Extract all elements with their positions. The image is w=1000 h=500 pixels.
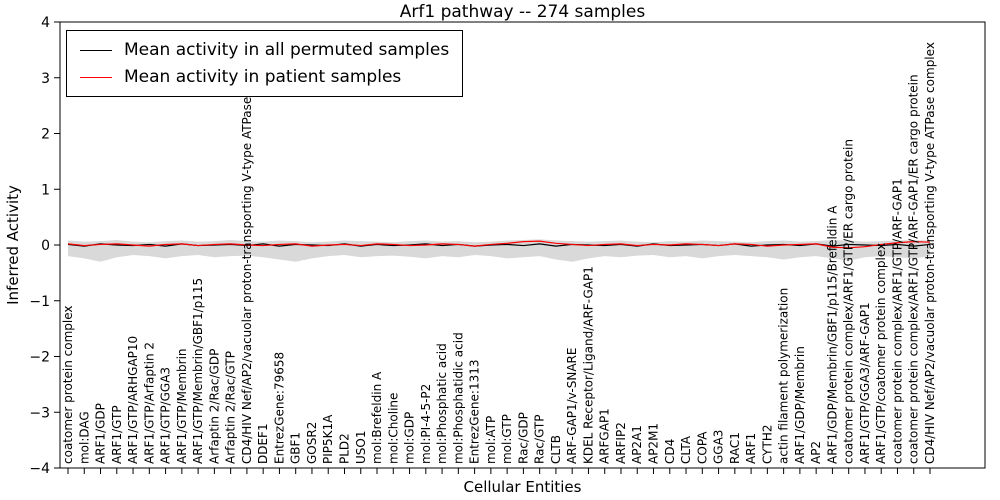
y-tick-label: 1 bbox=[41, 182, 50, 198]
y-tick-label: −3 bbox=[29, 405, 50, 421]
x-tick-label: ARF1/GTP/Membrin/GBF1/p115 bbox=[191, 278, 205, 464]
x-tick-label: CD4/HIV Nef/AP2/vacuolar proton-transpor… bbox=[240, 42, 254, 464]
x-tick-label: ARF1/GDP/Membrin/GBF1/p115/Brefeldin A bbox=[825, 205, 839, 464]
x-tick-label: mol:Brefeldin A bbox=[370, 371, 384, 464]
x-tick-label: ARF1/GTP/GGA3/ARF-GAP1 bbox=[858, 302, 872, 464]
x-tick-label: ARF1 bbox=[744, 433, 758, 464]
x-tick-label: AP2M1 bbox=[647, 423, 661, 464]
y-tick-label: 3 bbox=[41, 71, 50, 87]
confidence-band bbox=[68, 239, 930, 262]
x-tick-label: mol:GTP bbox=[500, 414, 514, 464]
x-tick-label: ARFGAP1 bbox=[598, 408, 612, 464]
x-tick-label: USO1 bbox=[354, 431, 368, 464]
x-tick-label: ARF1/GTP/GGA3 bbox=[159, 367, 173, 464]
x-tick-label: CLTB bbox=[549, 435, 563, 464]
x-tick-label: CYTH2 bbox=[760, 425, 774, 465]
y-tick-label: 0 bbox=[41, 238, 50, 254]
x-tick-label: mol:GDP bbox=[403, 412, 417, 464]
x-tick-label: CD4 bbox=[663, 439, 677, 464]
x-tick-label: Rac/GDP bbox=[516, 412, 530, 464]
x-tick-label: mol:Phosphatidic acid bbox=[451, 332, 465, 464]
x-tick-label: Rac/GTP bbox=[533, 414, 547, 464]
legend-entry-patient: Mean activity in patient samples bbox=[80, 67, 449, 87]
x-tick-label: CLTA bbox=[679, 435, 693, 464]
y-axis-label: Inferred Activity bbox=[4, 185, 22, 305]
x-tick-label: mol:PI-4-5-P2 bbox=[419, 384, 433, 464]
x-tick-label: PIP5K1A bbox=[321, 414, 335, 464]
patient-mean-line bbox=[67, 240, 931, 249]
legend: Mean activity in all permuted samples Me… bbox=[66, 30, 464, 97]
x-tick-label: coatomer protein complex/ARF1/GTP/ARF-GA… bbox=[890, 178, 904, 464]
x-tick-label: mol:Phosphatic acid bbox=[435, 343, 449, 464]
x-tick-label: ARF1/GTP/Membrin bbox=[175, 348, 189, 464]
x-tick-label: ARF1/GDP bbox=[94, 403, 108, 464]
y-tick-label: −4 bbox=[29, 461, 50, 477]
legend-entry-permuted: Mean activity in all permuted samples bbox=[80, 40, 449, 60]
y-tick-label: −1 bbox=[29, 294, 50, 310]
x-tick-label: Arfaptin 2/Rac/GDP bbox=[207, 349, 221, 464]
x-tick-label: PLD2 bbox=[337, 433, 351, 464]
x-tick-label: Arfaptin 2/Rac/GTP bbox=[224, 351, 238, 464]
x-tick-label: GGA3 bbox=[712, 430, 726, 464]
x-tick-label: ARF1/GTP/coatomer protein complex bbox=[874, 243, 888, 464]
x-tick-label: RAC1 bbox=[728, 432, 742, 464]
x-tick-label: ARFIP2 bbox=[614, 422, 628, 464]
chart-title: Arf1 pathway -- 274 samples bbox=[399, 2, 646, 22]
x-tick-label: actin filament polymerization bbox=[777, 288, 791, 464]
x-tick-label: ARF1/GTP/Arfaptin 2 bbox=[142, 342, 156, 464]
x-tick-label: CD4/HIV Nef/AP2/vacuolar proton-transpor… bbox=[923, 42, 937, 464]
x-tick-label: ARF1/GTP/ARHGAP10 bbox=[126, 336, 140, 464]
x-tick-label: GBF1 bbox=[289, 432, 303, 464]
y-tick-label: −2 bbox=[29, 350, 50, 366]
x-tick-label: mol:DAG bbox=[77, 411, 91, 464]
x-tick-label: coatomer protein complex bbox=[61, 306, 75, 464]
legend-label-permuted: Mean activity in all permuted samples bbox=[124, 40, 450, 60]
x-tick-label: KDEL Receptor/Ligand/ARF-GAP1 bbox=[581, 266, 595, 464]
y-tick-label: 2 bbox=[41, 127, 50, 143]
x-tick-label: EntrezGene:79658 bbox=[272, 352, 286, 464]
x-tick-label: mol:Choline bbox=[386, 393, 400, 464]
x-tick-label: COPA bbox=[695, 431, 709, 464]
x-tick-label: coatomer protein complex/ARF1/GTP/ER car… bbox=[842, 139, 856, 464]
y-tick-label: 4 bbox=[41, 15, 50, 31]
x-tick-label: DDEF1 bbox=[256, 423, 270, 464]
x-tick-label: GOSR2 bbox=[305, 422, 319, 464]
x-tick-label: ARF1/GTP bbox=[110, 405, 124, 464]
x-tick-label: AP2A1 bbox=[630, 425, 644, 464]
patient-line-swatch bbox=[80, 76, 112, 78]
x-tick-label: AP2 bbox=[809, 441, 823, 464]
permuted-line-swatch bbox=[80, 49, 112, 51]
x-tick-label: ARF-GAP1/v-SNARE bbox=[565, 348, 579, 464]
x-axis-label: Cellular Entities bbox=[463, 478, 582, 496]
x-tick-label: EntrezGene:1313 bbox=[468, 360, 482, 465]
x-tick-label: ARF1/GDP/Membrin bbox=[793, 346, 807, 464]
x-tick-label: coatomer protein complex/ARF1/GTP/ARF-GA… bbox=[907, 74, 921, 464]
legend-label-patient: Mean activity in patient samples bbox=[124, 67, 402, 87]
x-tick-label: mol:ATP bbox=[484, 416, 498, 464]
